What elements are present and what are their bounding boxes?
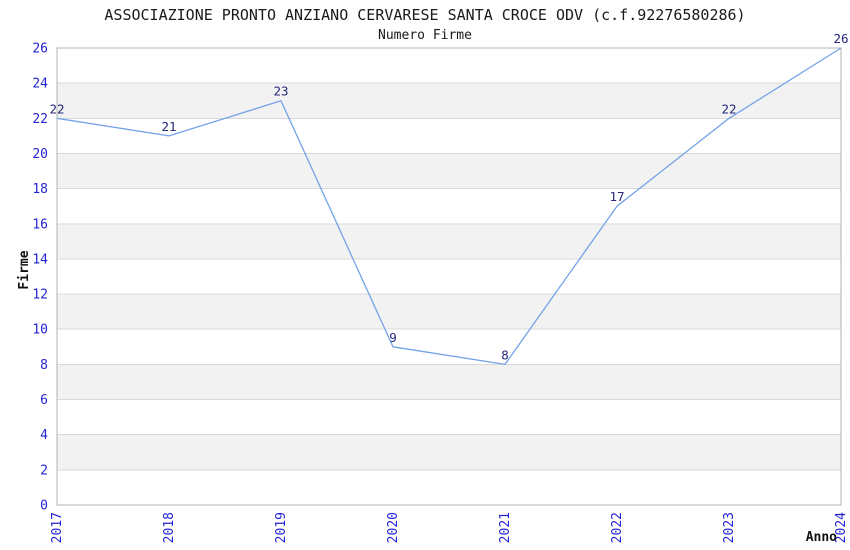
x-tick-label: 2021 <box>498 512 513 543</box>
grid-band <box>57 223 841 259</box>
data-label: 17 <box>609 189 624 204</box>
x-tick-label: 2020 <box>386 512 401 543</box>
x-tick-label: 2024 <box>834 512 849 543</box>
chart-subtitle: Numero Firme <box>378 28 472 43</box>
grid-band <box>57 294 841 330</box>
plot-border <box>56 47 842 506</box>
y-tick-label: 4 <box>40 428 48 443</box>
y-tick-label: 0 <box>40 499 48 514</box>
y-tick-label: 8 <box>40 358 48 373</box>
x-axis-title: Anno <box>806 530 837 545</box>
plot-background <box>57 48 841 505</box>
data-label: 8 <box>501 347 509 362</box>
x-tick-label: 2017 <box>50 512 65 543</box>
x-tick-label: 2022 <box>610 512 625 543</box>
data-label: 23 <box>273 84 288 99</box>
y-tick-label: 24 <box>32 77 48 92</box>
y-tick-label: 2 <box>40 463 48 478</box>
y-tick-label: 22 <box>32 112 48 127</box>
y-axis-title: Firme <box>17 250 32 289</box>
data-label: 22 <box>721 101 736 116</box>
chart-title: ASSOCIAZIONE PRONTO ANZIANO CERVARESE SA… <box>104 6 746 24</box>
y-tick-label: 20 <box>32 147 48 162</box>
data-label: 26 <box>833 31 848 46</box>
y-tick-label: 14 <box>32 252 48 267</box>
data-label: 9 <box>389 330 397 345</box>
data-label: 22 <box>49 101 64 116</box>
grid-band <box>57 364 841 400</box>
y-tick-label: 18 <box>32 182 48 197</box>
y-tick-label: 12 <box>32 288 48 303</box>
x-tick-label: 2018 <box>162 512 177 543</box>
series-line <box>56 47 842 366</box>
y-tick-label: 10 <box>32 323 48 338</box>
y-tick-label: 16 <box>32 217 48 232</box>
y-tick-label: 26 <box>32 42 48 57</box>
x-tick-label: 2023 <box>722 512 737 543</box>
grid-band <box>57 83 841 119</box>
grid-band <box>57 153 841 189</box>
x-tick-label: 2019 <box>274 512 289 543</box>
y-tick-label: 6 <box>40 393 48 408</box>
grid-band <box>57 434 841 470</box>
data-label: 21 <box>161 119 176 134</box>
